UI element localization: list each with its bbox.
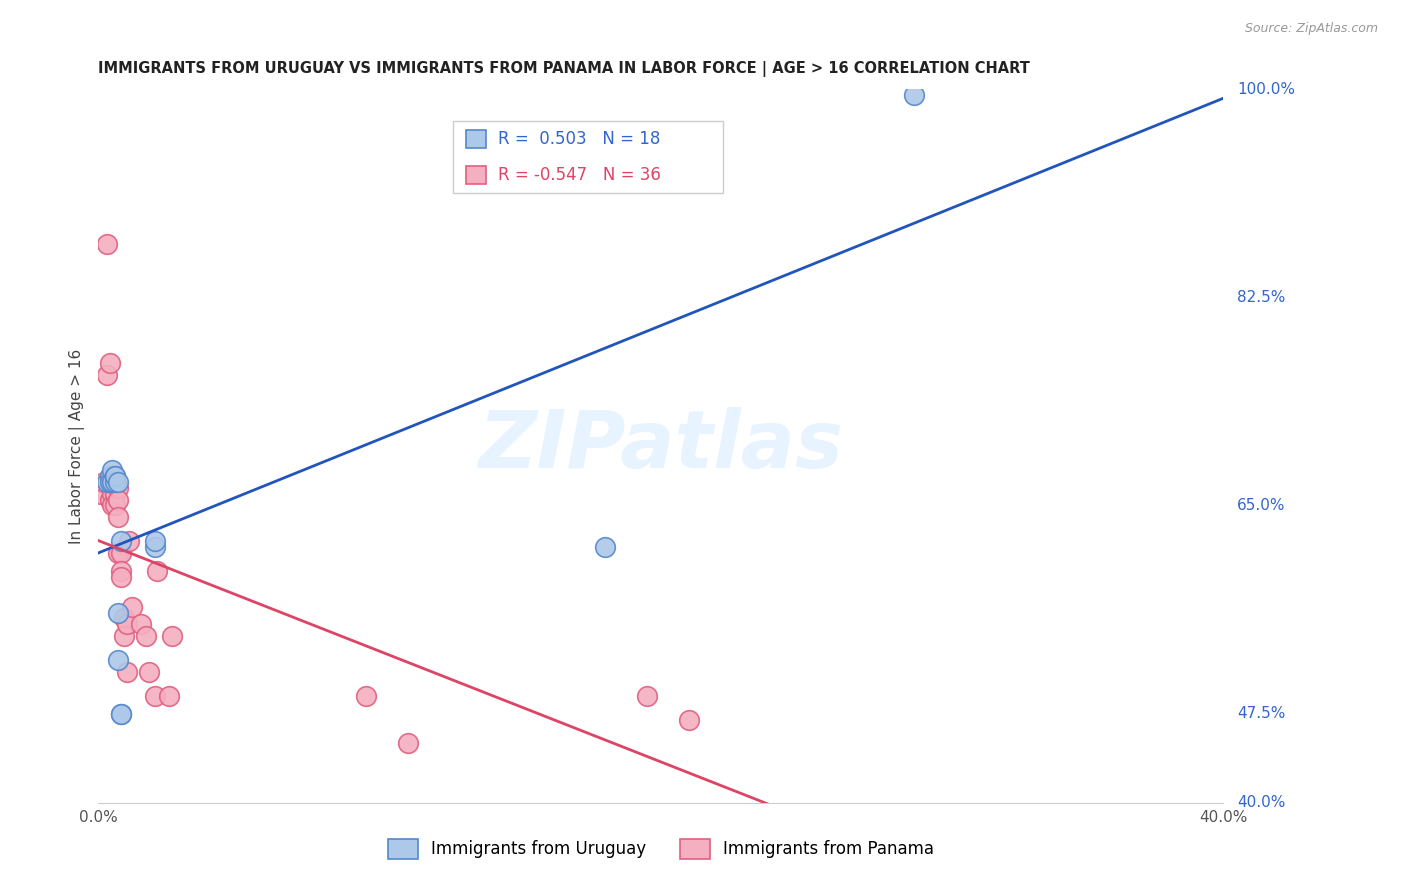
Point [678, 713, 700, 727]
Point [98, 356, 121, 370]
Point [98, 475, 121, 489]
Text: 65.0%: 65.0% [1237, 498, 1285, 513]
Bar [453, 121, 723, 193]
Point [101, 463, 124, 477]
Point [110, 546, 132, 560]
Text: 47.5%: 47.5% [1237, 706, 1285, 721]
Point [107, 492, 129, 507]
Text: R = -0.547   N = 36: R = -0.547 N = 36 [498, 166, 661, 184]
Text: R =  0.503   N = 18: R = 0.503 N = 18 [498, 130, 659, 148]
Point [138, 665, 160, 679]
Point [129, 617, 152, 632]
Point [104, 486, 127, 500]
Point [112, 611, 135, 625]
Legend: Immigrants from Uruguay, Immigrants from Panama: Immigrants from Uruguay, Immigrants from… [381, 832, 941, 866]
Point [354, 689, 377, 703]
Point [107, 475, 129, 489]
Point [101, 486, 124, 500]
Point [636, 689, 658, 703]
Point [96, 236, 118, 251]
Point [903, 88, 925, 103]
Point [107, 481, 129, 495]
Y-axis label: In Labor Force | Age > 16: In Labor Force | Age > 16 [69, 349, 84, 543]
Bar [467, 130, 486, 148]
Point [121, 599, 143, 614]
Point [157, 689, 180, 703]
Point [112, 629, 135, 643]
Point [143, 534, 166, 549]
Point [104, 468, 127, 483]
Text: Source: ZipAtlas.com: Source: ZipAtlas.com [1244, 22, 1378, 36]
Bar [467, 166, 486, 184]
Text: 82.5%: 82.5% [1237, 290, 1285, 305]
Point [143, 540, 166, 554]
Text: 40.0%: 40.0% [1237, 796, 1285, 810]
Point [523, 849, 546, 863]
Text: ZIPatlas: ZIPatlas [478, 407, 844, 485]
Point [110, 706, 132, 721]
Point [160, 629, 183, 643]
Point [110, 564, 132, 578]
Point [107, 653, 129, 667]
Text: 100.0%: 100.0% [1237, 82, 1295, 96]
Point [396, 736, 419, 750]
Point [110, 534, 132, 549]
Point [115, 665, 138, 679]
Point [90, 486, 112, 500]
Point [96, 475, 118, 489]
Point [96, 368, 118, 382]
Point [115, 617, 138, 632]
Point [593, 540, 616, 554]
Point [107, 606, 129, 620]
Point [104, 499, 127, 513]
Point [101, 499, 124, 513]
Point [93, 475, 115, 489]
Point [107, 546, 129, 560]
Point [104, 468, 127, 483]
Point [110, 706, 132, 721]
Point [135, 629, 157, 643]
Text: IMMIGRANTS FROM URUGUAY VS IMMIGRANTS FROM PANAMA IN LABOR FORCE | AGE > 16 CORR: IMMIGRANTS FROM URUGUAY VS IMMIGRANTS FR… [98, 61, 1031, 77]
Point [107, 510, 129, 524]
Point [118, 534, 141, 549]
Point [101, 475, 124, 489]
Point [98, 468, 121, 483]
Point [98, 492, 121, 507]
Point [143, 689, 166, 703]
Point [104, 475, 127, 489]
Point [110, 570, 132, 584]
Point [146, 564, 169, 578]
